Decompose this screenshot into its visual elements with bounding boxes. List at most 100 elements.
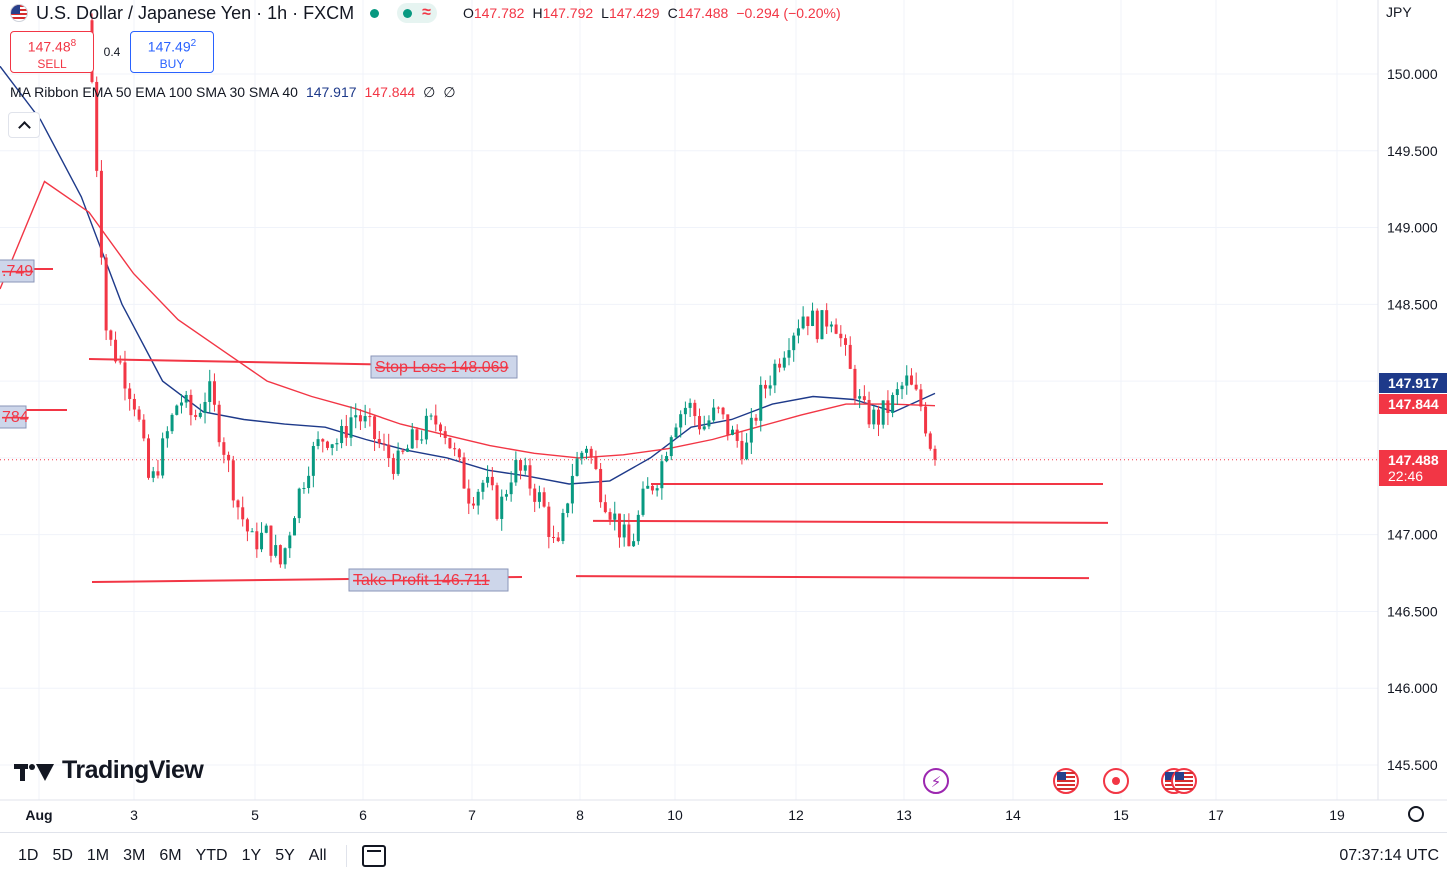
candle-body bbox=[179, 402, 183, 406]
us-event-icon-3-canton bbox=[1175, 772, 1184, 780]
candle-body bbox=[335, 443, 339, 445]
candle-body bbox=[693, 402, 697, 417]
range-button-1m[interactable]: 1M bbox=[86, 847, 110, 864]
tradingview-logo[interactable]: TradingView bbox=[14, 756, 204, 785]
order-left-2-label: 784 bbox=[2, 409, 29, 426]
settings-gear-icon[interactable] bbox=[1408, 806, 1424, 822]
candle-body bbox=[373, 416, 377, 439]
candle-body bbox=[740, 440, 744, 460]
range-button-3m[interactable]: 3M bbox=[123, 847, 146, 864]
candle-body bbox=[641, 488, 645, 515]
candle-body bbox=[665, 456, 669, 462]
candle-body bbox=[260, 532, 264, 550]
range-button-5y[interactable]: 5Y bbox=[275, 847, 295, 864]
candle-body bbox=[340, 425, 344, 444]
x-tick-label: 12 bbox=[788, 807, 804, 823]
change-value: −0.294 (−0.20%) bbox=[736, 5, 841, 21]
candle-body bbox=[429, 415, 433, 417]
candle-body bbox=[288, 535, 292, 549]
range-button-1y[interactable]: 1Y bbox=[241, 847, 262, 864]
currency-selector[interactable]: JPY bbox=[1386, 4, 1412, 20]
buy-button[interactable]: 147.492 BUY bbox=[130, 31, 214, 73]
candle-body bbox=[156, 471, 160, 476]
range-button-6m[interactable]: 6M bbox=[159, 847, 182, 864]
candle-body bbox=[227, 454, 231, 461]
candle-body bbox=[132, 398, 136, 410]
candle-body bbox=[519, 460, 523, 471]
range-button-all[interactable]: All bbox=[308, 847, 327, 864]
candle-body bbox=[490, 476, 494, 486]
candle-body bbox=[368, 416, 372, 418]
range-button-5d[interactable]: 5D bbox=[52, 847, 73, 864]
candle-body bbox=[325, 441, 329, 448]
candle-body bbox=[109, 330, 113, 340]
lightning-event-icon bbox=[923, 768, 949, 794]
x-tick-label: 14 bbox=[1005, 807, 1021, 823]
candle-body bbox=[189, 394, 193, 416]
candle-body bbox=[467, 488, 471, 504]
candle-body bbox=[650, 485, 654, 491]
candle-body bbox=[627, 524, 631, 547]
market-open-icon bbox=[370, 8, 380, 18]
candle-body bbox=[212, 381, 216, 405]
candle-body bbox=[123, 362, 127, 389]
candle-body bbox=[424, 415, 428, 440]
bottom-toolbar: 1D 5D 1M 3M 6M YTD 1Y 5Y All 07:37:14 UTC bbox=[0, 832, 1447, 875]
range-button-1d[interactable]: 1D bbox=[18, 847, 39, 864]
sell-button[interactable]: 147.488 SELL bbox=[10, 31, 94, 73]
indicator-value-ema50: 147.917 bbox=[305, 84, 357, 100]
order-left-1-label-box bbox=[0, 259, 35, 283]
utc-clock[interactable]: 07:37:14 UTC bbox=[1339, 847, 1439, 864]
candle-body bbox=[504, 494, 508, 497]
y-tick-label: 148.500 bbox=[1387, 296, 1438, 312]
y-tick-label: 150.000 bbox=[1387, 66, 1438, 82]
candle-body bbox=[222, 442, 226, 455]
candle-body bbox=[881, 400, 885, 425]
candle-body bbox=[669, 437, 673, 457]
status-pill[interactable]: ≈ bbox=[397, 3, 437, 23]
toolbar-divider bbox=[346, 845, 347, 867]
candle-body bbox=[636, 514, 640, 542]
indicator-legend[interactable]: MA Ribbon EMA 50 EMA 100 SMA 30 SMA 40 1… bbox=[10, 84, 456, 101]
x-tick-label: Aug bbox=[25, 807, 52, 823]
candle-body bbox=[707, 420, 711, 427]
candle-body bbox=[570, 475, 574, 504]
range-button-ytd[interactable]: YTD bbox=[195, 847, 228, 864]
y-tick-label: 146.000 bbox=[1387, 680, 1438, 696]
candle-body bbox=[406, 448, 410, 452]
candle-body bbox=[617, 513, 621, 538]
symbol-title[interactable]: U.S. Dollar / Japanese Yen · 1h · FXCM bbox=[36, 2, 355, 23]
candle-body bbox=[161, 438, 165, 476]
candle-body bbox=[165, 431, 169, 439]
candle-body bbox=[872, 409, 876, 425]
last-price-axis-label-box bbox=[1379, 450, 1447, 486]
candle-body bbox=[528, 465, 532, 489]
candle-body bbox=[514, 460, 518, 483]
candle-body bbox=[834, 324, 838, 334]
lightning-glyph: ⚡ bbox=[931, 773, 942, 791]
us-event-icon-3-stripe bbox=[1175, 784, 1193, 786]
candle-body bbox=[443, 431, 447, 438]
candle-body bbox=[679, 414, 683, 428]
collapse-legend-button[interactable] bbox=[8, 112, 40, 138]
candle-body bbox=[274, 545, 278, 556]
candle-body bbox=[848, 344, 852, 369]
us-event-icon-stripe bbox=[1057, 780, 1075, 782]
candle-body bbox=[608, 512, 612, 520]
candle-body bbox=[811, 310, 815, 326]
candle-body bbox=[806, 316, 810, 326]
candle-body bbox=[354, 415, 358, 418]
candle-body bbox=[603, 502, 607, 513]
candle-body bbox=[208, 381, 212, 402]
calendar-icon[interactable] bbox=[362, 845, 386, 867]
candle-body bbox=[820, 310, 824, 340]
candle-body bbox=[293, 518, 297, 536]
range-buttons: 1D 5D 1M 3M 6M YTD 1Y 5Y All bbox=[18, 847, 327, 865]
ohlc-values: O147.782 H147.792 L147.429 C147.488 −0.2… bbox=[462, 5, 841, 21]
candle-body bbox=[104, 257, 108, 331]
candle-body bbox=[886, 400, 890, 413]
candle-body bbox=[909, 375, 913, 385]
candle-body bbox=[575, 458, 579, 476]
candle-body bbox=[721, 407, 725, 415]
